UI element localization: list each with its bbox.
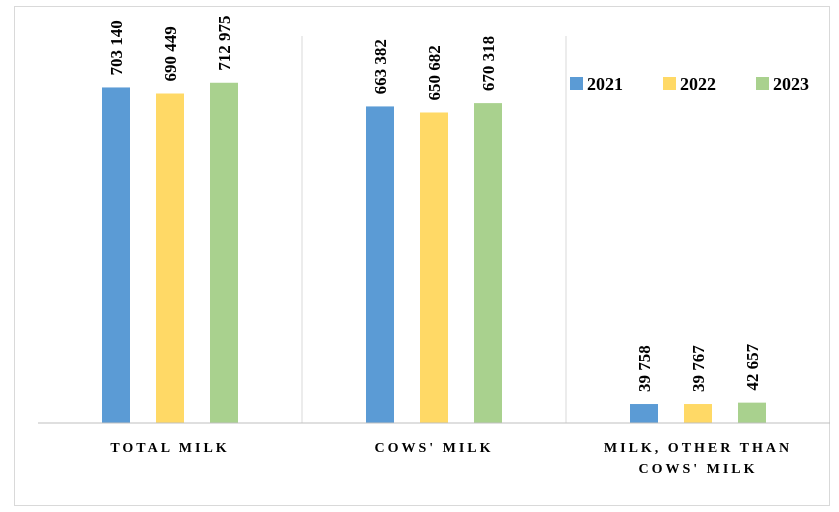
data-label-2023-3: 42 657: [743, 343, 762, 390]
bar-2022-1: [156, 93, 184, 423]
legend-swatch-2021: [570, 77, 583, 90]
bar-2023-1: [210, 82, 238, 423]
data-label-2022-2: 650 682: [425, 45, 444, 100]
data-label-2023-1: 712 975: [215, 16, 234, 71]
data-label-2021-3: 39 758: [635, 345, 654, 392]
category-label: COWS' MILK: [374, 441, 493, 456]
legend-swatch-2023: [756, 77, 769, 90]
data-label-2021-2: 663 382: [371, 39, 390, 94]
bar-2021-2: [366, 106, 394, 423]
bar-2022-3: [684, 404, 712, 423]
legend-label-2021: 2021: [587, 74, 623, 94]
data-label-2021-1: 703 140: [107, 20, 126, 75]
bar-2023-2: [474, 103, 502, 423]
bar-2021-3: [630, 404, 658, 423]
legend-label-2023: 2023: [773, 74, 809, 94]
category-label: TOTAL MILK: [110, 441, 229, 456]
bar-2023-3: [738, 402, 766, 423]
bar-2022-2: [420, 112, 448, 423]
legend-swatch-2022: [663, 77, 676, 90]
category-label: COWS' MILK: [638, 462, 757, 477]
data-label-2022-1: 690 449: [161, 26, 180, 81]
bar-2021-1: [102, 87, 130, 423]
data-label-2023-2: 670 318: [479, 36, 498, 91]
legend-label-2022: 2022: [680, 74, 716, 94]
data-label-2022-3: 39 767: [689, 345, 708, 392]
category-label: MILK, OTHER THAN: [604, 441, 792, 456]
